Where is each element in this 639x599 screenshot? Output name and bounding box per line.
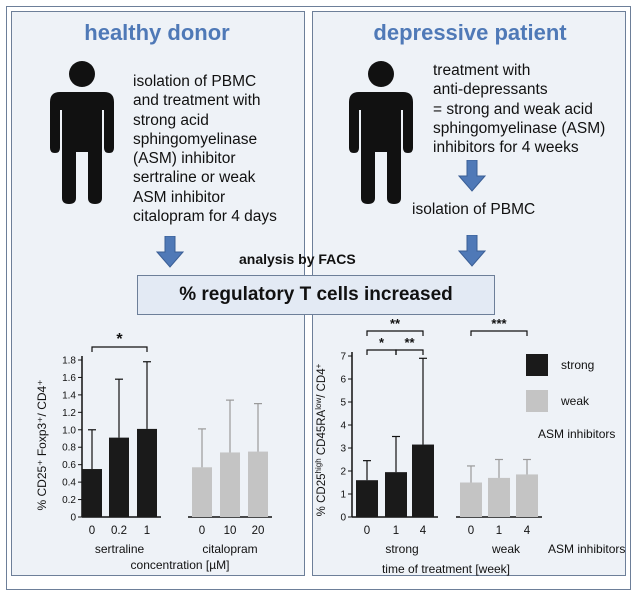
x-tick-label: 1 [393,525,399,537]
x-tick-label: 4 [524,525,531,537]
y-tick-label: 0.8 [62,443,76,454]
text-line: sertraline or weak [133,169,256,187]
bar [385,472,407,517]
legend-swatch [526,354,548,376]
y-tick-label: 6 [340,375,346,386]
analysis-label: analysis by FACS [239,251,356,267]
text-line: sphingomyelinase (ASM) [433,119,606,137]
x-tick-label: 0 [89,525,95,537]
y-tick-label: 0.4 [62,478,76,489]
x-tick-label: 1 [144,525,150,537]
significance-label: ** [404,335,415,350]
x-tick-label: 0 [364,525,370,537]
isolation-pbmc-text: isolation of PBMC [412,201,536,218]
y-tick-label: 1.6 [62,373,76,384]
group-label: weak [491,542,521,556]
text-line: isolation of PBMC [133,73,257,90]
text-line: inhibitors for 4 weeks [433,139,579,157]
bar [220,452,240,517]
bar [412,444,434,517]
depressive-patient-procedure-text: treatment with anti-depressants = strong… [433,61,605,157]
significance-label: * [116,331,123,348]
legend-label: weak [560,394,590,408]
legend-title: ASM inhibitors [538,427,615,441]
y-tick-label: 5 [340,398,346,409]
bar [356,480,378,517]
y-tick-label: 1.4 [62,390,76,401]
y-tick-label: 3 [340,444,346,455]
y-tick-label: 0.2 [62,495,76,506]
down-arrow-icon [156,236,184,268]
y-tick-label: 0 [70,513,76,524]
y-tick-label: 2 [340,467,346,478]
y-tick-label: 7 [340,352,346,363]
y-tick-label: 4 [340,421,346,432]
group-suffix-label: ASM inhibitors [548,542,625,556]
y-tick-label: 0 [340,513,346,524]
bar [192,467,212,517]
y-tick-label: 0.6 [62,460,76,471]
text-line: and treatment with [133,92,261,110]
text-line: citalopram for 4 days [133,208,277,226]
bar [82,469,102,517]
x-tick-label: 4 [420,525,427,537]
x-tick-label: 0 [199,525,205,537]
person-icon [349,61,413,204]
x-tick-label: 0.2 [111,525,127,537]
x-tick-label: 20 [252,525,265,537]
y-axis-title: % CD25high CD45RAlow/ CD4+ [314,363,329,516]
x-tick-label: 1 [496,525,502,537]
x-tick-label: 0 [468,525,474,537]
y-tick-label: 1.8 [62,356,76,367]
text-line: anti-depressants [433,81,548,99]
result-box: % regulatory T cells increased [137,275,495,315]
group-label: strong [385,542,418,556]
down-arrow-icon [458,160,486,192]
y-tick-label: 1.0 [62,425,76,436]
text-line: treatment with [433,62,531,79]
significance-bracket [366,349,397,355]
bar [137,428,157,517]
down-arrow-icon [458,235,486,267]
group-label: sertraline [95,542,145,556]
bar [488,477,510,517]
panel-title-depressive-patient: depressive patient [373,20,567,45]
bar [248,451,268,517]
panel-title-healthy-donor: healthy donor [84,20,230,45]
legend-label: strong [561,358,594,372]
group-label: citalopram [202,542,257,556]
person-icon [50,61,114,204]
significance-label: * [379,335,385,350]
bar [516,474,538,517]
text-line: ASM inhibitor [133,188,226,206]
text-line: (ASM) inhibitor [133,150,236,168]
significance-label: ** [390,316,401,331]
chart-left: 0 0.2 0.4 0.6 0.8 1.0 1.2 1.4 1.6 1.8 0 0.2 1 sertral… [35,331,272,572]
x-axis-title: time of treatment [week] [382,562,510,576]
significance-bracket [470,330,528,336]
text-line: strong acid [133,111,209,129]
bar [460,482,482,517]
y-axis-title: % CD25⁺ Foxp3⁺/ CD4⁺ [35,379,49,510]
y-tick-label: 1 [340,490,346,501]
result-text: % regulatory T cells increased [179,284,453,305]
healthy-donor-procedure-text: isolation of PBMC and treatment with str… [133,72,277,226]
y-tick-label: 1.2 [62,408,76,419]
significance-bracket [395,349,424,355]
x-tick-label: 10 [224,525,237,537]
bar [109,437,129,517]
significance-bracket [91,346,148,352]
x-axis-title: concentration [µM] [131,558,230,572]
legend-swatch [526,390,548,412]
text-line: sphingomyelinase [133,130,258,148]
significance-label: *** [491,316,507,331]
text-line: = strong and weak acid [433,100,593,118]
significance-bracket [366,330,424,336]
